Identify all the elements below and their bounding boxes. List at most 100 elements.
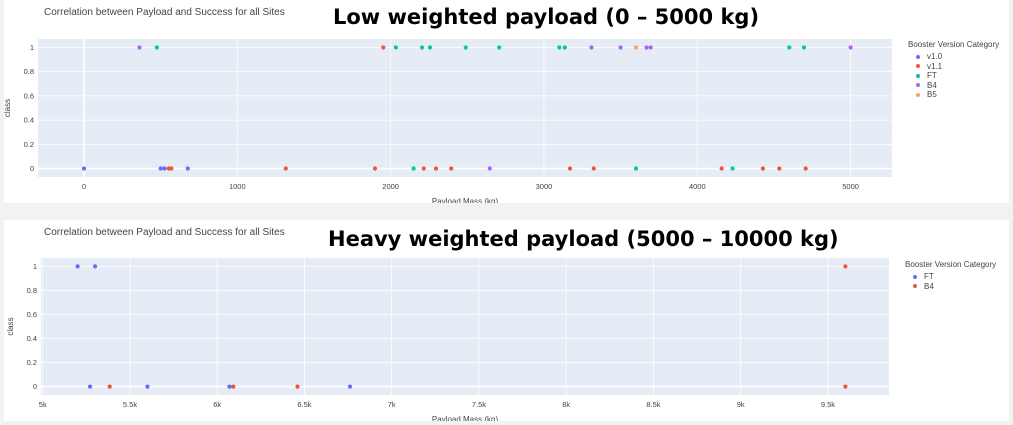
y-tick-label: 0.4 — [27, 334, 37, 343]
data-point-v1-1 — [567, 166, 573, 171]
x-tick-label: 6.5k — [297, 400, 311, 409]
x-tick-label: 0 — [82, 182, 86, 191]
data-point-ft — [411, 166, 416, 171]
x-axis-label: Payload Mass (kg) — [432, 415, 499, 421]
data-point-b5 — [633, 45, 639, 50]
data-point-b4 — [644, 45, 649, 50]
data-point-b4 — [487, 166, 492, 171]
legend-low: Booster Version Category v1.0 v1.1 FT B4 B5 — [908, 40, 999, 100]
data-point-ft — [557, 45, 562, 50]
data-point-v1-1 — [777, 166, 782, 171]
legend-item[interactable]: B4 — [908, 81, 999, 91]
legend-label: FT — [924, 272, 934, 282]
legend-marker — [913, 274, 917, 279]
data-point-b4 — [843, 384, 848, 389]
data-point-ft — [92, 264, 98, 269]
data-point-v1-1 — [719, 166, 724, 171]
data-point-ft — [419, 45, 425, 50]
x-tick-label: 3000 — [536, 182, 553, 191]
legend-marker — [916, 73, 920, 78]
y-tick-label: 1 — [30, 43, 34, 52]
legend-label: v1.0 — [927, 52, 943, 62]
x-axis-label: Payload Mass (kg) — [432, 197, 499, 203]
data-point-b4 — [107, 384, 112, 389]
legend-marker — [913, 284, 917, 289]
y-axis-label: class — [4, 99, 12, 117]
scatter-plot-heavy: 5k 5.5k 6k 6.5k 7k 7.5k 8k 8.5k 9k 9.5k 0 0.2 0.4 0.6… — [6, 258, 889, 421]
data-point-ft — [75, 264, 80, 269]
x-tick-label: 1000 — [229, 182, 246, 191]
legend-label: B4 — [927, 80, 937, 90]
data-point-b4 — [848, 45, 853, 50]
data-point-b4 — [137, 45, 142, 50]
data-point-ft — [801, 45, 807, 50]
data-point-ft — [463, 45, 468, 50]
data-point-v1-0 — [185, 166, 190, 171]
y-tick-label: 0 — [30, 164, 34, 173]
data-point-v1-1 — [283, 166, 288, 171]
data-point-v1-1 — [433, 166, 439, 171]
heading-heavy-payload: Heavy weighted payload (5000 – 10000 kg) — [328, 227, 839, 251]
data-point-v1-0 — [158, 166, 163, 171]
plot-area — [38, 39, 892, 177]
legend-marker — [916, 83, 920, 88]
x-tick-label: 5.5k — [123, 400, 137, 409]
data-point-v1-0 — [162, 166, 167, 171]
data-point-ft — [497, 45, 502, 50]
data-point-ft — [393, 45, 398, 50]
legend-marker — [916, 92, 920, 97]
legend-item[interactable]: v1.0 — [908, 52, 999, 62]
x-tick-label: 4000 — [689, 182, 706, 191]
x-tick-label: 5k — [39, 400, 47, 409]
legend-title: Booster Version Category — [905, 260, 997, 269]
data-point-ft — [227, 384, 232, 389]
x-tick-label: 8k — [562, 400, 570, 409]
y-tick-label: 0.6 — [27, 310, 37, 319]
data-point-v1-1 — [166, 166, 171, 171]
legend-marker — [916, 64, 920, 69]
chart-title: Correlation between Payload and Success … — [44, 227, 285, 238]
data-point-b4 — [648, 45, 653, 50]
data-point-v1-0 — [81, 166, 87, 171]
data-point-b4 — [843, 264, 848, 269]
plot-area — [41, 258, 889, 395]
data-point-v1-1 — [591, 166, 596, 171]
legend-marker — [916, 54, 920, 59]
chart-title: Correlation between Payload and Success … — [44, 7, 285, 18]
data-point-ft — [427, 45, 433, 50]
data-point-b4 — [295, 384, 300, 389]
x-tick-label: 9.5k — [821, 400, 835, 409]
chart-panel-low: Correlation between Payload and Success … — [4, 0, 1009, 203]
data-point-b4 — [589, 45, 594, 50]
legend-label: B5 — [927, 90, 937, 100]
y-tick-label: 0.6 — [24, 91, 34, 100]
x-tick-label: 9k — [737, 400, 745, 409]
legend-label: B4 — [924, 281, 934, 291]
y-tick-label: 0.8 — [24, 67, 34, 76]
data-point-ft — [562, 45, 567, 50]
data-point-b4 — [618, 45, 623, 50]
data-point-ft — [633, 166, 639, 171]
data-point-b4 — [231, 384, 236, 389]
x-tick-label: 2000 — [382, 182, 399, 191]
legend-label: FT — [927, 71, 937, 81]
legend-item[interactable]: v1.1 — [908, 62, 999, 72]
data-point-v1-1 — [381, 45, 386, 50]
legend-item[interactable]: FT — [908, 71, 999, 81]
y-tick-label: 0.2 — [27, 358, 37, 367]
x-tick-label: 6k — [213, 400, 221, 409]
legend-item[interactable]: B5 — [908, 90, 999, 100]
legend-title: Booster Version Category — [908, 40, 1000, 49]
data-point-ft — [730, 166, 735, 171]
y-axis-label: class — [6, 317, 15, 335]
y-tick-label: 0.2 — [24, 140, 34, 149]
data-point-ft — [347, 384, 353, 389]
x-tick-label: 7k — [388, 400, 396, 409]
legend-item[interactable]: B4 — [905, 282, 996, 292]
legend-item[interactable]: FT — [905, 272, 996, 282]
heading-low-payload: Low weighted payload (0 – 5000 kg) — [333, 5, 760, 29]
x-tick-label: 8.5k — [646, 400, 660, 409]
data-point-v1-1 — [449, 166, 454, 171]
x-tick-label: 7.5k — [472, 400, 486, 409]
x-tick-label: 5000 — [842, 182, 859, 191]
